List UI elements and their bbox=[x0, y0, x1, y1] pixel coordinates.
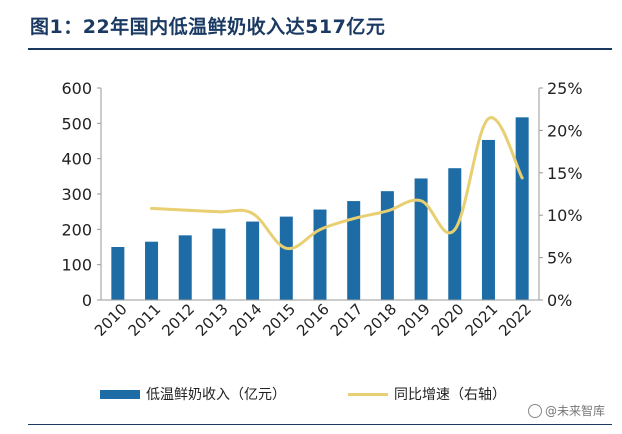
x-tick-label-2012: 2012 bbox=[158, 300, 198, 340]
right-tick-label: 20% bbox=[547, 121, 583, 140]
left-tick-label: 0 bbox=[82, 291, 92, 310]
growth-point-2018 bbox=[386, 209, 389, 213]
x-tick-label-2014: 2014 bbox=[226, 300, 266, 340]
bar-2017 bbox=[347, 201, 361, 300]
legend-swatch-line bbox=[348, 392, 388, 396]
growth-point-2019 bbox=[419, 199, 423, 202]
growth-point-2020 bbox=[453, 228, 456, 231]
right-tick-label: 5% bbox=[547, 249, 572, 268]
x-tick-label-2017: 2017 bbox=[327, 300, 367, 340]
x-tick-label-2019: 2019 bbox=[394, 300, 434, 340]
growth-point-2011 bbox=[150, 207, 153, 210]
legend-label-revenue: 低温鲜奶收入（亿元） bbox=[146, 387, 286, 403]
bar-2010 bbox=[111, 247, 125, 300]
figure-title: 图1：22年国内低温鲜奶收入达517亿元 bbox=[30, 16, 386, 38]
growth-point-2014 bbox=[251, 212, 254, 215]
growth-point-2015 bbox=[285, 247, 288, 250]
growth-point-2016 bbox=[318, 228, 322, 231]
growth-point-2012 bbox=[184, 208, 187, 212]
right-tick-label: 10% bbox=[547, 206, 583, 225]
legend-label-growth: 同比增速（右轴） bbox=[394, 387, 506, 403]
bar-2013 bbox=[212, 228, 226, 300]
growth-point-2021 bbox=[487, 117, 490, 120]
x-tick-label-2010: 2010 bbox=[91, 300, 131, 340]
right-tick-label: 15% bbox=[547, 164, 583, 183]
bottom-divider bbox=[28, 424, 612, 425]
left-tick-label: 200 bbox=[61, 220, 92, 239]
left-tick-label: 100 bbox=[61, 256, 92, 275]
right-tick-label: 0% bbox=[547, 291, 572, 310]
left-tick-label: 300 bbox=[61, 185, 92, 204]
bar-2021 bbox=[481, 139, 495, 300]
right-tick-label: 25% bbox=[547, 79, 583, 98]
axes: 01002003004005006000%5%10%15%20%25%20102… bbox=[61, 79, 582, 340]
x-tick-label-2020: 2020 bbox=[428, 300, 468, 340]
x-tick-label-2015: 2015 bbox=[259, 300, 299, 340]
x-tick-label-2018: 2018 bbox=[360, 300, 400, 340]
bar-2016 bbox=[313, 209, 327, 300]
growth-point-2017 bbox=[352, 217, 355, 220]
watermark-text: @未来智库 bbox=[545, 404, 606, 418]
left-tick-label: 500 bbox=[61, 114, 92, 133]
legend: 低温鲜奶收入（亿元） 同比增速（右轴） bbox=[100, 384, 568, 404]
bar-2014 bbox=[246, 221, 260, 300]
bar-2018 bbox=[380, 191, 394, 300]
bar-2015 bbox=[279, 216, 293, 300]
watermark: @未来智库 bbox=[528, 402, 605, 419]
watermark-logo-icon bbox=[528, 403, 542, 418]
x-tick-label-2021: 2021 bbox=[462, 300, 502, 340]
bar-2020 bbox=[448, 168, 462, 300]
legend-item-growth: 同比增速（右轴） bbox=[348, 384, 506, 404]
bar-2012 bbox=[178, 235, 192, 300]
bar-2022 bbox=[515, 117, 529, 301]
x-tick-label-2013: 2013 bbox=[192, 300, 232, 340]
x-tick-label-2016: 2016 bbox=[293, 300, 333, 340]
left-tick-label: 400 bbox=[61, 150, 92, 169]
growth-point-2022 bbox=[520, 176, 524, 180]
title-divider bbox=[28, 48, 612, 50]
left-tick-label: 600 bbox=[61, 79, 92, 98]
legend-item-revenue: 低温鲜奶收入（亿元） bbox=[100, 384, 286, 404]
legend-swatch-bar bbox=[100, 389, 140, 399]
bar-2019 bbox=[414, 178, 428, 300]
growth-line bbox=[150, 116, 524, 251]
x-tick-label-2022: 2022 bbox=[495, 300, 535, 340]
line-series bbox=[150, 116, 524, 251]
growth-point-2013 bbox=[217, 210, 221, 214]
x-tick-label-2011: 2011 bbox=[125, 300, 165, 340]
bar-2011 bbox=[145, 241, 159, 300]
